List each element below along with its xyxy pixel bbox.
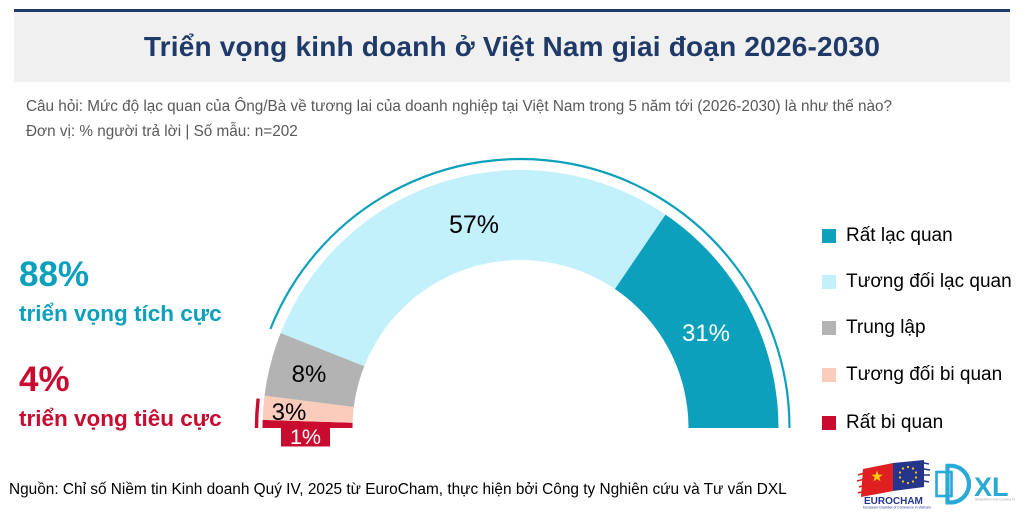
svg-text:EUROCHAM: EUROCHAM	[864, 496, 923, 507]
svg-text:XL: XL	[974, 472, 1009, 502]
svg-text:RESEARCH AND CONSULTING: RESEARCH AND CONSULTING	[975, 498, 1015, 502]
svg-text:European Chamber of Commerce i: European Chamber of Commerce in Vietnam	[863, 506, 931, 510]
